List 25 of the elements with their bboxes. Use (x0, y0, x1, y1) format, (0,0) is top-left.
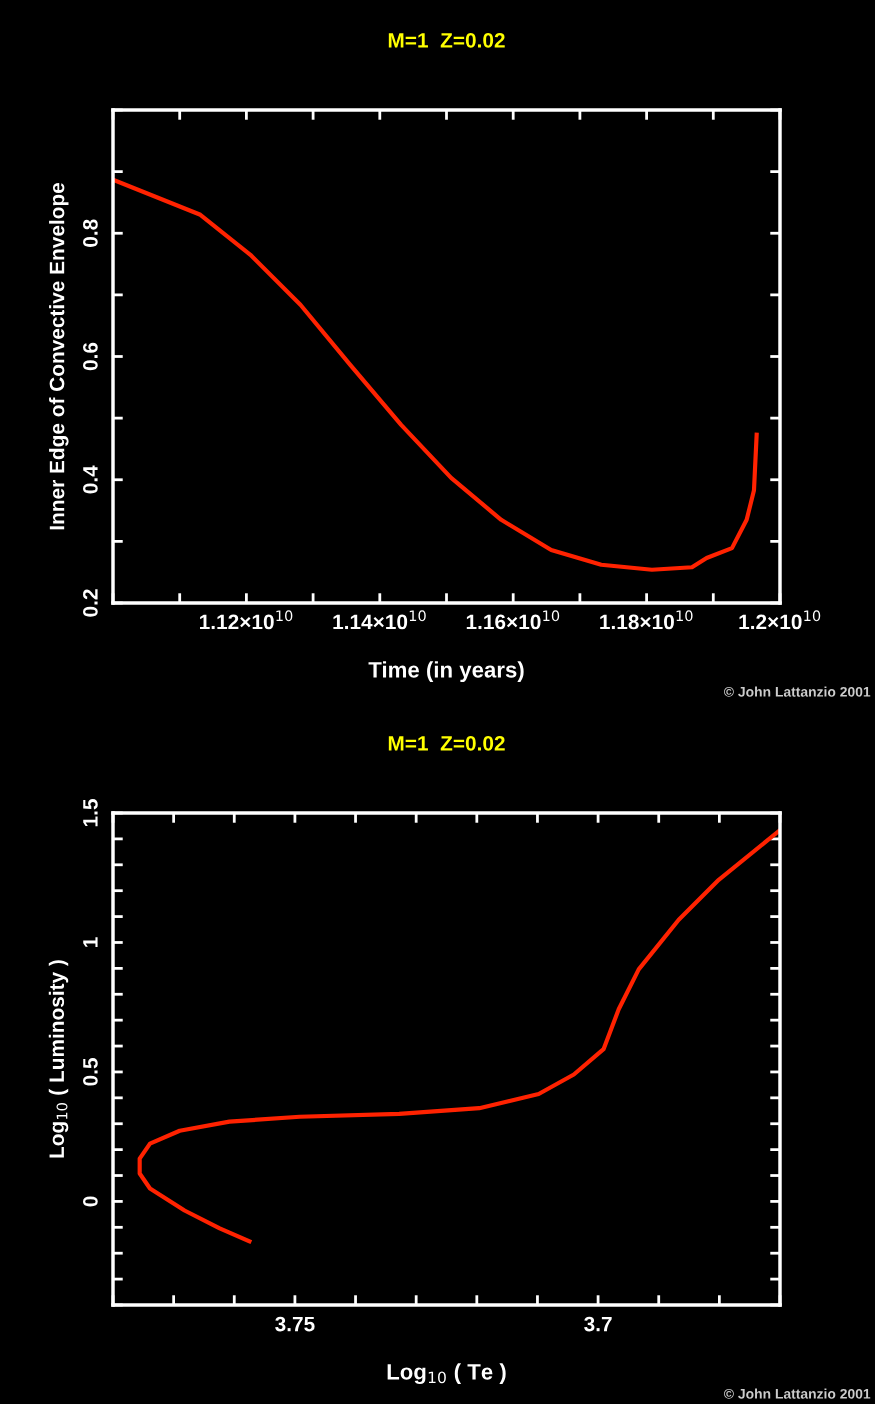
x-tick-label: 1.16×10$^{10}$ (466, 610, 560, 630)
y-tick-label: 0 (83, 1196, 98, 1207)
line-series (137, 828, 780, 1244)
y-tick-label: 1.5 (83, 799, 98, 827)
line-series (113, 177, 759, 572)
y-tick-label: 1 (83, 937, 98, 947)
chart-title: M=1 Z=0.02 (388, 735, 505, 751)
x-axis-title: Log$_{10}$ ( Te ) (387, 1363, 506, 1385)
y-axis-title: Log$_{10}$ ( Luminosity ) (48, 960, 69, 1158)
x-tick-label: 1.12×10$^{10}$ (200, 610, 293, 630)
x-axis-title: Time (in years) (368, 661, 524, 683)
y-tick-label: 0.8 (83, 219, 98, 247)
y-tick-label: 0.6 (83, 342, 98, 371)
y-tick-label: 0.5 (83, 1058, 98, 1086)
x-tick-label: 3.75 (275, 1316, 315, 1332)
y-axis-title: Inner Edge of Convective Envelope (49, 182, 69, 530)
x-tick-label: 1.14×10$^{10}$ (333, 610, 426, 630)
y-tick-label: 0.4 (83, 465, 98, 494)
text: © John Lattanzio 2001 (724, 1388, 871, 1399)
y-tick-label: 0.2 (83, 589, 98, 617)
text: © John Lattanzio 2001 (724, 686, 871, 697)
x-tick-label: 1.2×10$^{10}$ (739, 610, 821, 630)
chart-title: M=1 Z=0.02 (388, 32, 505, 48)
x-tick-label: 3.7 (584, 1316, 612, 1332)
x-tick-label: 1.18×10$^{10}$ (600, 610, 693, 630)
